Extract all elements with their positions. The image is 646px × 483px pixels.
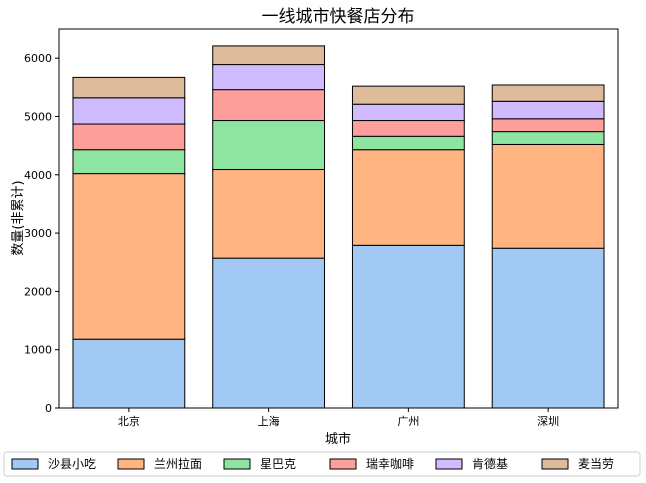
legend-swatch xyxy=(435,458,463,470)
x-axis-label: 城市 xyxy=(325,431,351,447)
y-tick-label: 2000 xyxy=(24,285,52,298)
bar-segment xyxy=(212,257,326,409)
plot-area: 0 1000 2000 3000 4000 5000 6000 北京 上海 广州 深圳 xyxy=(24,28,619,428)
y-tick-label: 1000 xyxy=(24,344,52,357)
bar-segment xyxy=(351,244,465,409)
x-tick-label: 深圳 xyxy=(537,415,559,428)
bar-segment xyxy=(212,64,326,91)
bar-segment xyxy=(491,100,605,120)
bar-segment xyxy=(491,247,605,409)
bar-segment xyxy=(351,120,465,137)
x-tick-label: 广州 xyxy=(397,415,419,428)
bar-segment xyxy=(351,149,465,246)
bar-segment xyxy=(491,84,605,102)
legend-label: 麦当劳 xyxy=(578,457,614,471)
y-tick-label: 5000 xyxy=(24,110,52,123)
bar-segment xyxy=(491,118,605,133)
legend-swatch xyxy=(223,458,251,470)
legend-swatch xyxy=(541,458,569,470)
y-tick-label: 0 xyxy=(45,402,52,415)
legend-label: 星巴克 xyxy=(260,457,296,471)
bar-segment xyxy=(212,169,326,259)
x-tick-label: 北京 xyxy=(118,414,140,428)
bar-segment xyxy=(351,85,465,105)
bar-segment xyxy=(212,120,326,171)
x-tick-label: 上海 xyxy=(258,414,280,428)
legend-label: 兰州拉面 xyxy=(154,456,202,471)
legend-swatch xyxy=(117,458,145,470)
plot-frame xyxy=(58,28,619,409)
legend-swatch xyxy=(11,458,39,470)
y-tick-label: 3000 xyxy=(24,227,52,240)
bar-segment xyxy=(72,338,186,409)
bar-segment xyxy=(212,89,326,122)
legend-swatch xyxy=(329,458,357,470)
bar-segment xyxy=(491,143,605,249)
bar-segment xyxy=(72,173,186,340)
bar-segment xyxy=(72,97,186,125)
y-tick-label: 6000 xyxy=(24,52,52,65)
legend-label: 沙县小吃 xyxy=(48,457,96,471)
chart-title: 一线城市快餐店分布 xyxy=(262,7,415,27)
bar-segment xyxy=(72,123,186,151)
legend-frame xyxy=(3,451,641,477)
bar-segment xyxy=(351,135,465,151)
bar-segment xyxy=(212,45,326,66)
legend: 沙县小吃 兰州拉面 星巴克 瑞幸咖啡 肯德基 麦当劳 xyxy=(3,451,641,477)
bar-segment xyxy=(72,76,186,99)
bar-segment xyxy=(491,131,605,145)
bar-segment xyxy=(72,149,186,175)
legend-label: 瑞幸咖啡 xyxy=(366,456,414,471)
bar-segment xyxy=(351,103,465,122)
y-tick-label: 4000 xyxy=(24,169,52,182)
y-axis-label: 数量(非累计) xyxy=(11,180,26,255)
legend-label: 肯德基 xyxy=(472,456,508,471)
